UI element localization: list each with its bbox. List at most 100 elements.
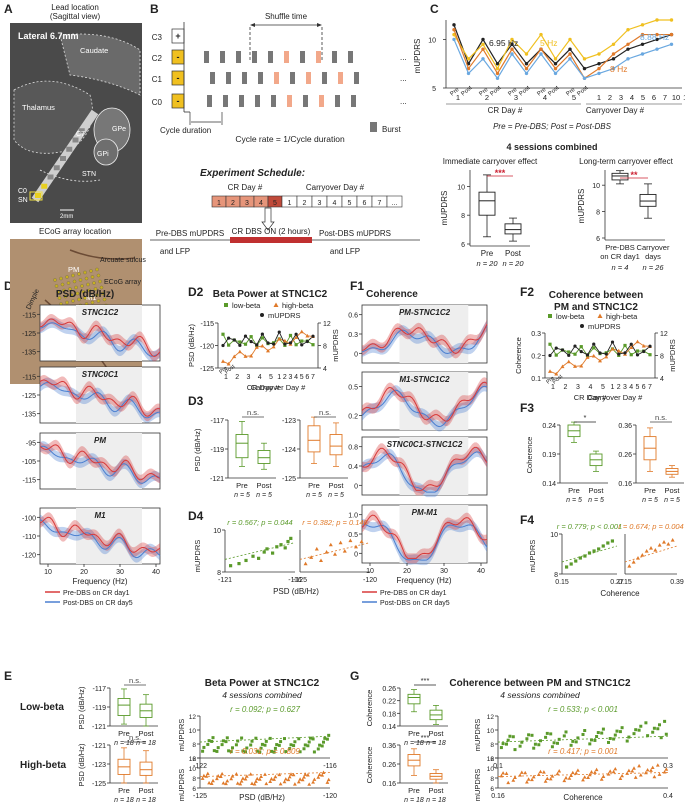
box-xlabel: Post: [588, 486, 604, 495]
cr-day-number: 3: [245, 200, 249, 207]
square-marker: [612, 737, 616, 741]
triangle-marker: [239, 779, 244, 783]
thalamus-label: Thalamus: [22, 103, 55, 112]
box-xlabel: Post: [428, 729, 444, 738]
box-tick: -123: [92, 762, 106, 769]
ts-carryday: 6: [305, 374, 309, 381]
ts-carryday: 1: [277, 374, 281, 381]
box-n: n = 18: [426, 797, 446, 802]
triangle-marker: [560, 364, 565, 369]
box-tick: 0.26: [618, 452, 632, 459]
ts-tick: -120: [200, 344, 214, 351]
sign-0: +: [175, 31, 180, 41]
d1-xtick: 30: [116, 569, 124, 576]
contact-0: C3: [152, 33, 163, 42]
triangle-marker: [620, 773, 624, 778]
fit-line: [624, 545, 678, 563]
box-tick: 0.24: [542, 423, 556, 430]
g-ylabel2: mUPDRS: [473, 769, 482, 802]
scatter-xtick: -121: [218, 577, 232, 584]
square-marker: [587, 551, 592, 555]
scatter-xtick: -116: [323, 763, 337, 770]
square-marker: [236, 739, 240, 743]
triangle-marker: [234, 772, 239, 776]
square-marker: [564, 565, 569, 569]
c-crday: 5: [572, 93, 576, 102]
ecog-electrode: [74, 285, 78, 290]
spectrum-tick: -100: [22, 515, 36, 522]
circle-marker: [495, 62, 500, 66]
triangle-marker: [574, 771, 579, 775]
circle-marker: [640, 23, 645, 27]
fit-line: [199, 772, 331, 777]
cr-day-number: 4: [259, 200, 263, 207]
square-marker: [511, 735, 515, 739]
d1-xlabel: Frequency (Hz): [72, 577, 127, 586]
box-xlabel: Post: [256, 481, 272, 490]
square-marker: [260, 336, 264, 340]
spectrum-tick: 0.6: [348, 313, 358, 320]
square-marker: [583, 554, 587, 558]
c-carryday: 1: [597, 93, 601, 102]
circle-marker: [524, 66, 529, 71]
scatter-xtick: 0.27: [610, 579, 624, 586]
ecog-electrode: [69, 293, 74, 297]
square-marker: [286, 539, 290, 544]
square-marker: [231, 746, 234, 750]
square-marker: [323, 736, 327, 740]
box-pre: [117, 698, 131, 717]
triangle-marker: [555, 771, 560, 776]
scatter-ytick: 8: [490, 742, 494, 749]
square-marker: [658, 723, 661, 727]
triangle-marker: [599, 777, 604, 781]
burst-bar: [242, 72, 247, 84]
ts-crlab: CR Day #: [574, 393, 607, 402]
sign-2: -: [177, 73, 180, 83]
f1-xtick: 40: [477, 568, 485, 575]
ts-carryday: 2: [283, 374, 287, 381]
box-n: n = 18: [404, 797, 424, 802]
circle-marker: [260, 313, 264, 317]
square-marker: [271, 551, 275, 555]
circle-marker: [539, 47, 543, 51]
spectrum-title: M1-STNC1C2: [399, 375, 450, 384]
carry-day-number: 4: [333, 200, 337, 207]
triangle-marker: [325, 780, 330, 784]
triangle-marker: [611, 769, 616, 774]
ecog-electrode: [60, 282, 65, 287]
triangle-marker: [670, 538, 675, 542]
triangle-marker: [254, 779, 258, 783]
triangle-marker: [303, 772, 308, 776]
triangle-marker: [649, 546, 653, 550]
ecog-electrode: [68, 287, 72, 291]
triangle-marker: [545, 776, 550, 781]
scatter-xtick: -116: [288, 577, 302, 584]
burst-bar: [252, 51, 257, 63]
square-marker: [284, 750, 288, 754]
d2-legend: mUPDRS: [268, 311, 301, 320]
triangle-marker: [550, 774, 555, 778]
post-dbs-curve: [39, 445, 161, 484]
circle-marker: [481, 42, 485, 46]
box-pre: [235, 434, 249, 459]
d2-legend: high-beta: [282, 301, 314, 310]
c-carryday: 3: [619, 93, 623, 102]
cr-day-number: 1: [217, 200, 221, 207]
carry-day-cell: [386, 195, 403, 208]
circle-marker: [669, 18, 674, 22]
square-marker: [567, 350, 571, 354]
c-carryday: 11: [683, 93, 685, 102]
circle-marker: [655, 37, 659, 42]
box-xlabel: Pre: [308, 481, 320, 490]
triangle-marker: [250, 781, 254, 785]
ts-tick2: 4: [323, 366, 327, 373]
burst-legend-label: Burst: [382, 125, 401, 134]
lead-contact: [53, 165, 60, 171]
burst-bar: [322, 72, 327, 84]
square-marker: [325, 737, 329, 741]
square-marker: [309, 736, 312, 740]
triangle-marker: [581, 778, 585, 782]
spectrum-tick: -105: [22, 459, 36, 466]
ecog-electrode: [81, 290, 86, 294]
circle-marker: [510, 52, 514, 56]
